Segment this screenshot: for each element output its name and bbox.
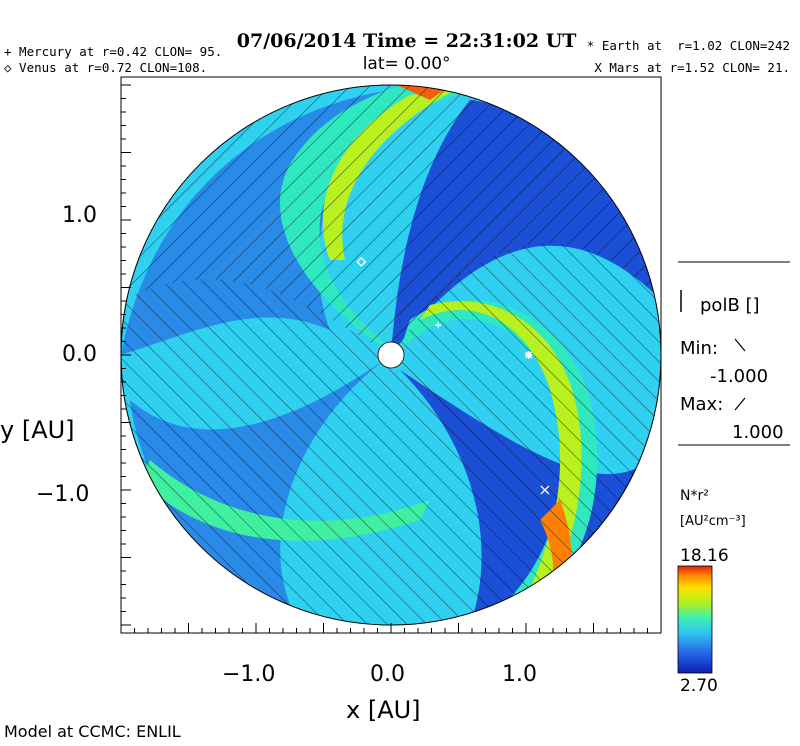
min-value: -1.000	[710, 366, 769, 387]
mercury-marker	[435, 322, 442, 329]
mars-legend: X Mars at r=1.52 CLON= 21.	[594, 60, 790, 75]
x-axis-label: x [AU]	[346, 696, 421, 724]
colorbar	[677, 565, 713, 674]
mars-marker	[540, 485, 550, 495]
model-credit: Model at CCMC: ENLIL	[4, 722, 181, 741]
sun-disc	[377, 341, 405, 369]
min-label: Min:	[680, 338, 719, 359]
title-text: 07/06/2014 Time = 22:31:02 UT	[236, 30, 577, 52]
plot-title: 07/06/2014 Time = 22:31:02 UT lat= 0.00°	[0, 8, 800, 74]
max-hatch-symbol	[734, 397, 746, 411]
max-value: 1.000	[732, 422, 784, 443]
colorbar-unit: [AU²cm⁻³]	[680, 514, 746, 529]
y-tick-label: 1.0	[62, 203, 97, 228]
colorbar-variable: N*r²	[680, 488, 709, 504]
y-tick-label: 0.0	[62, 342, 97, 367]
colorbar-min-label: 2.70	[680, 676, 718, 696]
field-label: polB []	[700, 295, 760, 316]
mercury-legend: + Mercury at r=0.42 CLON= 95.	[4, 44, 223, 59]
x-tick-label: −1.0	[222, 662, 276, 687]
max-label: Max:	[680, 394, 724, 415]
venus-marker	[356, 256, 367, 267]
venus-legend: ◇ Venus at r=0.72 CLON=108.	[4, 60, 208, 75]
earth-marker	[524, 351, 533, 359]
y-tick-label: −1.0	[36, 482, 90, 507]
min-hatch-symbol	[734, 338, 746, 352]
earth-legend: * Earth at r=1.02 CLON=242	[586, 38, 790, 53]
x-tick-label: 1.0	[502, 662, 537, 687]
lat-label: lat= 0.00°	[362, 54, 451, 74]
y-axis-label: y [AU]	[0, 416, 75, 444]
colorbar-max-label: 18.16	[680, 546, 729, 566]
x-tick-label: 0.0	[370, 662, 405, 687]
